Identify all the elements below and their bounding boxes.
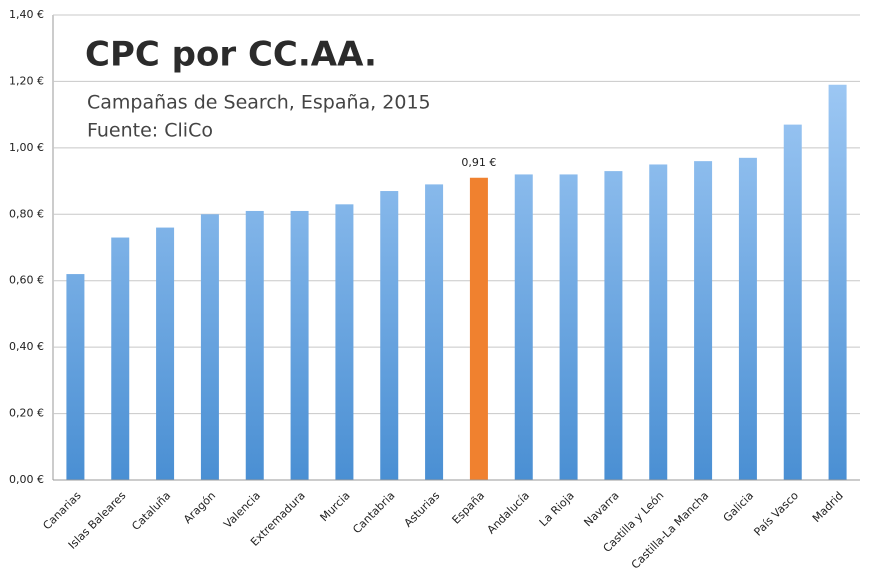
bar	[335, 204, 354, 481]
bar	[245, 210, 264, 480]
x-tick-label: Madrid	[810, 489, 846, 525]
y-tick-label: 0,20 €	[9, 407, 44, 420]
y-tick-label: 0,00 €	[9, 473, 44, 486]
x-tick-label: Navarra	[581, 489, 621, 529]
bar	[559, 174, 578, 480]
x-tick-label: La Rioja	[537, 489, 577, 529]
bar	[783, 124, 802, 480]
bar	[66, 274, 85, 480]
bar	[694, 161, 713, 480]
x-tick-label: País Vasco	[751, 489, 801, 539]
y-tick-label: 0,40 €	[9, 340, 44, 353]
bar	[111, 237, 130, 480]
y-tick-label: 0,60 €	[9, 274, 44, 287]
bar	[290, 210, 309, 480]
bar	[425, 184, 444, 480]
y-tick-label: 1,00 €	[9, 141, 44, 154]
x-tick-label: Castilla-La Mancha	[629, 489, 712, 572]
bar	[156, 227, 175, 480]
bar	[828, 84, 847, 480]
y-tick-label: 1,20 €	[9, 74, 44, 87]
x-tick-label: Murcia	[318, 489, 353, 524]
bar	[604, 171, 623, 480]
x-tick-label: Cataluña	[129, 489, 173, 533]
bar	[738, 157, 757, 481]
chart-subtitle: Campañas de Search, España, 2015	[87, 92, 431, 114]
x-tick-label: España	[450, 489, 488, 527]
chart-title: CPC por CC.AA.	[85, 35, 377, 75]
x-tick-label: Canarias	[40, 489, 83, 532]
bar	[514, 174, 533, 480]
x-tick-label: Galicia	[721, 489, 757, 525]
x-tick-label: Asturias	[402, 489, 443, 530]
bar	[649, 164, 668, 480]
chart-subtitle: Fuente: CliCo	[87, 120, 213, 142]
bar	[200, 214, 219, 481]
x-tick-label: Cantabria	[350, 489, 397, 536]
bar	[380, 191, 399, 481]
bar	[469, 177, 488, 480]
x-tick-label: Andalucía	[485, 489, 532, 536]
x-tick-label: Aragón	[181, 489, 218, 526]
y-tick-label: 0,80 €	[9, 207, 44, 220]
y-tick-label: 1,40 €	[9, 8, 44, 21]
data-label: 0,91 €	[461, 156, 496, 169]
x-tick-label: Valencia	[221, 489, 263, 531]
